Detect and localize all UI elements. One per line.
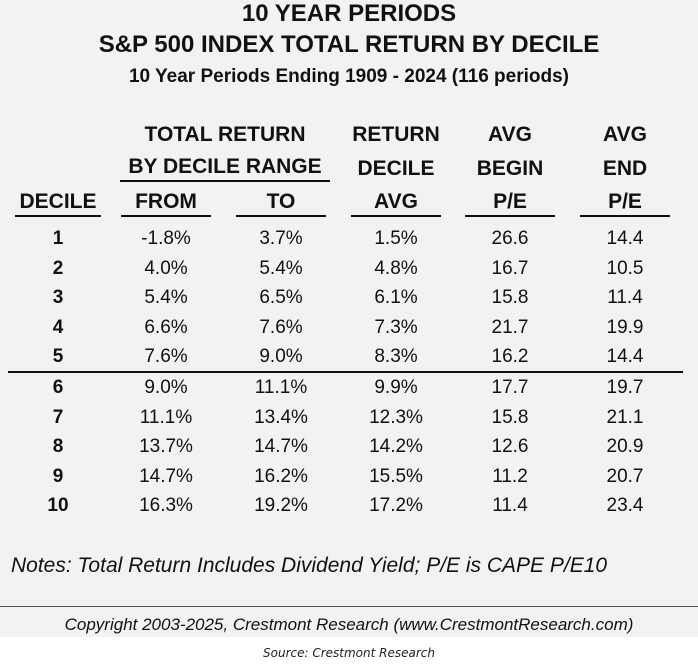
cell-end-pe: 19.9	[606, 316, 644, 338]
source-caption: Source: Crestmont Research	[263, 646, 435, 660]
cell-to: 11.1%	[254, 377, 308, 398]
subtitle: 10 Year Periods Ending 1909 - 2024 (116 …	[128, 66, 570, 87]
cell-begin-pe: 16.2	[491, 346, 529, 368]
header-begin: BEGIN	[476, 157, 544, 180]
copyright: Copyright 2003-2025, Crestmont Research …	[64, 615, 634, 634]
cell-end-pe: 14.4	[606, 346, 644, 368]
cell-decile: 8	[52, 436, 64, 458]
cell-to: 7.6%	[259, 316, 303, 338]
cell-return-avg: 12.3%	[369, 406, 423, 428]
cell-to: 3.7%	[259, 228, 303, 249]
cell-decile: 7	[52, 406, 64, 428]
header-end: END	[602, 157, 648, 180]
cell-from: 13.7%	[139, 436, 193, 458]
cell-to: 13.4%	[254, 406, 308, 428]
cell-from: 9.0%	[144, 377, 188, 398]
cell-end-pe: 10.5	[606, 257, 644, 279]
cell-from: 11.1%	[139, 406, 193, 428]
cell-end-pe: 14.4	[606, 228, 644, 249]
header-decile: DECILE	[357, 157, 435, 180]
cell-return-avg: 9.9%	[374, 377, 418, 398]
header-end-avg: AVG	[603, 123, 647, 146]
cell-begin-pe: 11.4	[492, 495, 528, 517]
cell-begin-pe: 15.8	[491, 406, 529, 428]
cell-begin-pe: 16.7	[491, 257, 529, 279]
header-begin-avg: AVG	[488, 123, 532, 146]
cell-decile: 4	[52, 316, 64, 338]
cell-return-avg: 8.3%	[374, 346, 418, 368]
cell-return-avg: 14.2%	[369, 436, 423, 458]
header-avg: AVG	[351, 189, 441, 217]
cell-decile: 3	[52, 287, 64, 309]
header-end-pe: P/E	[580, 189, 670, 217]
cell-from: 6.6%	[144, 316, 188, 338]
cell-to: 5.4%	[259, 257, 303, 279]
cell-from: 4.0%	[144, 257, 188, 279]
footer-divider	[0, 606, 698, 607]
cell-end-pe: 23.4	[606, 495, 644, 517]
cell-return-avg: 6.1%	[374, 287, 418, 309]
cell-to: 19.2%	[254, 495, 308, 517]
cell-end-pe: 21.1	[606, 406, 644, 428]
cell-return-avg: 15.5%	[369, 465, 423, 487]
cell-end-pe: 19.7	[606, 377, 644, 398]
header-to: TO	[236, 189, 326, 217]
cell-to: 16.2%	[254, 465, 308, 487]
cell-begin-pe: 21.7	[491, 316, 529, 338]
cell-begin-pe: 12.6	[491, 436, 529, 458]
cell-end-pe: 11.4	[607, 287, 643, 309]
header-decile-col: DECILE	[15, 189, 101, 217]
cell-decile: 6	[52, 377, 64, 398]
cell-return-avg: 7.3%	[374, 316, 418, 338]
cell-return-avg: 1.5%	[374, 228, 418, 249]
cell-return-avg: 17.2%	[369, 495, 423, 517]
cell-from: 14.7%	[139, 465, 193, 487]
cell-begin-pe: 11.2	[492, 465, 528, 487]
row-separator	[8, 371, 683, 373]
cell-from: 7.6%	[144, 346, 188, 368]
title-line-1: 10 YEAR PERIODS	[241, 0, 457, 27]
table-panel	[0, 0, 698, 637]
cell-begin-pe: 17.7	[491, 377, 529, 398]
cell-begin-pe: 15.8	[491, 287, 529, 309]
cell-return-avg: 4.8%	[374, 257, 418, 279]
cell-to: 14.7%	[254, 436, 308, 458]
cell-decile: 1	[52, 228, 64, 249]
header-total-return: TOTAL RETURN	[144, 123, 306, 146]
header-by-decile-range: BY DECILE RANGE	[120, 154, 330, 182]
cell-to: 9.0%	[259, 346, 303, 368]
cell-from: -1.8%	[141, 228, 191, 249]
cell-decile: 10	[47, 495, 69, 517]
cell-end-pe: 20.9	[606, 436, 644, 458]
header-from: FROM	[121, 189, 211, 217]
cell-decile: 2	[52, 257, 64, 279]
cell-to: 6.5%	[259, 287, 303, 309]
cell-from: 16.3%	[139, 495, 193, 517]
notes: Notes: Total Return Includes Dividend Yi…	[11, 554, 608, 577]
cell-decile: 9	[52, 465, 64, 487]
cell-begin-pe: 26.6	[491, 228, 529, 249]
cell-end-pe: 20.7	[606, 465, 644, 487]
cell-decile: 5	[52, 346, 64, 368]
cell-from: 5.4%	[144, 287, 188, 309]
header-begin-pe: P/E	[465, 189, 555, 217]
title-line-2: S&P 500 INDEX TOTAL RETURN BY DECILE	[98, 31, 600, 58]
header-return: RETURN	[352, 123, 440, 146]
